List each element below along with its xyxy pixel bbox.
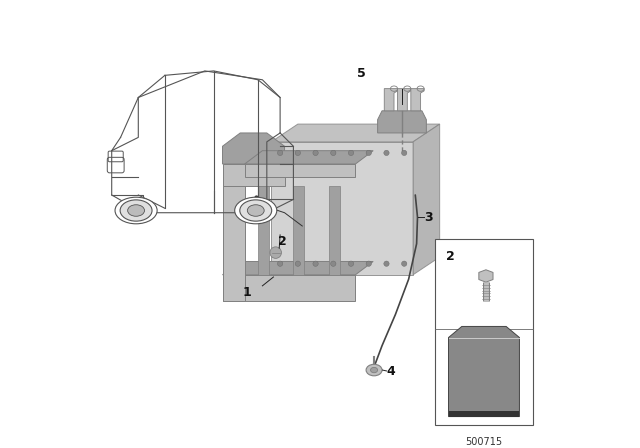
Text: 1: 1: [243, 286, 252, 299]
Ellipse shape: [366, 364, 382, 376]
Circle shape: [384, 150, 389, 155]
Polygon shape: [397, 89, 411, 111]
Polygon shape: [378, 111, 426, 133]
Ellipse shape: [371, 367, 378, 373]
Text: 5: 5: [357, 67, 366, 80]
Text: 2: 2: [278, 235, 287, 248]
Polygon shape: [223, 275, 355, 302]
Ellipse shape: [127, 205, 145, 216]
Polygon shape: [479, 270, 493, 282]
Text: 500715: 500715: [465, 436, 502, 447]
Polygon shape: [413, 124, 440, 275]
Polygon shape: [223, 177, 244, 302]
Circle shape: [295, 150, 301, 155]
Circle shape: [270, 247, 282, 258]
Text: 3: 3: [424, 211, 433, 224]
Polygon shape: [271, 124, 440, 142]
Circle shape: [366, 150, 371, 155]
Ellipse shape: [120, 200, 152, 221]
Ellipse shape: [240, 200, 272, 221]
Circle shape: [295, 261, 301, 267]
Text: 2: 2: [446, 250, 455, 263]
Circle shape: [313, 150, 318, 155]
Circle shape: [331, 261, 336, 267]
Polygon shape: [449, 327, 520, 417]
Polygon shape: [244, 151, 373, 164]
Ellipse shape: [247, 205, 264, 216]
Polygon shape: [329, 186, 340, 275]
Circle shape: [366, 261, 371, 267]
Circle shape: [401, 150, 407, 155]
Polygon shape: [244, 164, 355, 177]
Circle shape: [401, 261, 407, 267]
Polygon shape: [223, 133, 285, 164]
Ellipse shape: [235, 197, 276, 224]
Bar: [449, 411, 520, 417]
Text: 4: 4: [387, 365, 396, 378]
Polygon shape: [411, 89, 424, 111]
Ellipse shape: [115, 197, 157, 224]
Bar: [435, 239, 532, 426]
Polygon shape: [258, 186, 269, 275]
Polygon shape: [223, 164, 285, 186]
Polygon shape: [293, 186, 305, 275]
Circle shape: [278, 261, 283, 267]
Circle shape: [331, 150, 336, 155]
Circle shape: [313, 261, 318, 267]
Polygon shape: [271, 142, 413, 275]
Polygon shape: [384, 89, 397, 111]
Circle shape: [348, 150, 354, 155]
Circle shape: [384, 261, 389, 267]
Circle shape: [348, 261, 354, 267]
Polygon shape: [223, 262, 373, 275]
Circle shape: [278, 150, 283, 155]
